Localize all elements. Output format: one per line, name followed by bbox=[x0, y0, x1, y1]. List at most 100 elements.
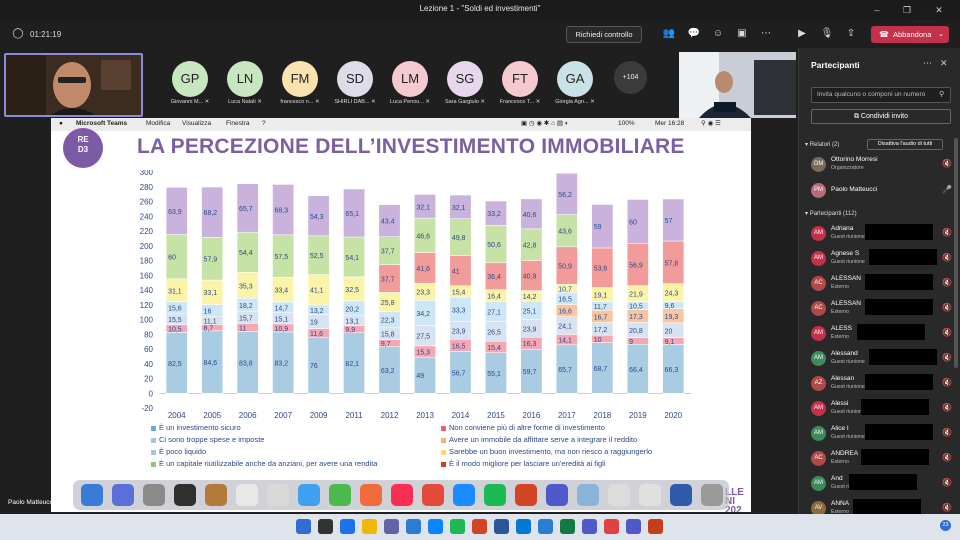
store-icon[interactable] bbox=[428, 519, 443, 534]
taskview-icon[interactable] bbox=[340, 519, 355, 534]
request-control-button[interactable]: Richiedi controllo bbox=[566, 26, 642, 43]
participant-row[interactable]: AM Alessi Guest riunione 🔇 bbox=[811, 398, 956, 420]
participant-row[interactable]: AM Adriana Guest riunione 🔇 bbox=[811, 223, 956, 245]
photos-icon[interactable] bbox=[360, 484, 382, 506]
mic-off-icon[interactable]: 🔇 bbox=[942, 378, 952, 387]
teams-icon[interactable] bbox=[582, 519, 597, 534]
presenter-row[interactable]: OM Ottorino Morresi Organizzatore 🔇 bbox=[811, 154, 956, 176]
explorer-icon[interactable] bbox=[362, 519, 377, 534]
notes-icon[interactable] bbox=[174, 484, 196, 506]
mic-off-icon[interactable]: 🔇 bbox=[942, 159, 952, 168]
outlook-icon[interactable] bbox=[516, 519, 531, 534]
presenter-row[interactable]: PM Paolo Matteucci 🎤 bbox=[811, 180, 956, 202]
close-window-icon[interactable]: ✕ bbox=[935, 5, 943, 15]
finder-icon[interactable] bbox=[81, 484, 103, 506]
search-icon[interactable] bbox=[318, 519, 333, 534]
share-tray-icon[interactable]: ⇪ bbox=[846, 28, 856, 39]
panel-more-icon[interactable]: ⋯ bbox=[923, 58, 932, 68]
participant-avatar[interactable]: LM bbox=[392, 61, 428, 97]
participant-row[interactable]: AM Alice I Guest riunione 🔇 bbox=[811, 423, 956, 445]
mic-off-icon[interactable]: 🔇 bbox=[942, 278, 952, 287]
minimize-icon[interactable]: – bbox=[874, 5, 880, 15]
reactions-icon[interactable]: ☺ bbox=[712, 28, 724, 39]
excel-icon[interactable] bbox=[560, 519, 575, 534]
mail-icon[interactable] bbox=[538, 519, 553, 534]
mic-off-icon[interactable]: 🔇 bbox=[942, 303, 952, 312]
share-invite-button[interactable]: ⧉ Condividi invito bbox=[811, 109, 951, 124]
participant-avatar[interactable]: SD bbox=[337, 61, 373, 97]
siri-icon[interactable] bbox=[112, 484, 134, 506]
mic-off-icon[interactable]: 🔇 bbox=[942, 253, 952, 262]
mic-off-icon[interactable]: 🔇 bbox=[942, 228, 952, 237]
folder-icon[interactable] bbox=[577, 484, 599, 506]
participant-avatar[interactable]: SG bbox=[447, 61, 483, 97]
start-icon[interactable] bbox=[296, 519, 311, 534]
messages-icon[interactable] bbox=[298, 484, 320, 506]
appstore-icon[interactable] bbox=[453, 484, 475, 506]
invite-input[interactable]: Invita qualcuno o componi un numero bbox=[811, 87, 951, 103]
contacts-icon[interactable] bbox=[205, 484, 227, 506]
mic-off-icon[interactable]: 🔇 bbox=[942, 478, 952, 487]
chrome-icon[interactable] bbox=[422, 484, 444, 506]
more-participants-count[interactable]: +104 bbox=[614, 61, 647, 94]
chevron-down-icon[interactable]: ⌄ bbox=[938, 31, 944, 38]
presenter-video-tile[interactable] bbox=[679, 52, 796, 118]
chat-icon[interactable]: 💬 bbox=[687, 28, 701, 39]
notification-badge[interactable]: 23 bbox=[940, 520, 951, 531]
mic-off-icon[interactable]: 🎙 bbox=[820, 28, 834, 39]
document-icon[interactable] bbox=[608, 484, 630, 506]
edge-icon[interactable] bbox=[406, 519, 421, 534]
participant-avatar[interactable]: GP bbox=[172, 61, 208, 97]
mac-menu-finestra[interactable]: Finestra bbox=[226, 120, 250, 127]
mac-menu-help[interactable]: ? bbox=[262, 120, 266, 127]
participant-row[interactable]: AC ALESSAN Esterno 🔇 bbox=[811, 273, 956, 295]
mac-menu-visualizza[interactable]: Visualizza bbox=[182, 120, 212, 127]
search-icon[interactable]: ⚲ bbox=[939, 91, 945, 98]
mic-off-icon[interactable]: 🔇 bbox=[942, 428, 952, 437]
teams-icon[interactable] bbox=[546, 484, 568, 506]
facetime-icon[interactable] bbox=[329, 484, 351, 506]
shared-screen[interactable]: ● Microsoft Teams Modifica Visualizza Fi… bbox=[51, 118, 751, 512]
more-options-icon[interactable]: ⋯ bbox=[761, 28, 771, 39]
spotify-icon[interactable] bbox=[484, 484, 506, 506]
mic-off-icon[interactable]: 🔇 bbox=[942, 453, 952, 462]
spotify-icon[interactable] bbox=[450, 519, 465, 534]
participant-avatar[interactable]: FT bbox=[502, 61, 538, 97]
spotlight-icon[interactable]: ⚲ ◉ ☰ bbox=[701, 120, 721, 127]
mic-off-icon[interactable]: 🔇 bbox=[942, 403, 952, 412]
participant-row[interactable]: AM ALESS Esterno 🔇 bbox=[811, 323, 956, 345]
self-video-tile[interactable] bbox=[4, 53, 143, 117]
teams-chat-icon[interactable] bbox=[384, 519, 399, 534]
launchpad-icon[interactable] bbox=[143, 484, 165, 506]
screenshot-icon[interactable] bbox=[639, 484, 661, 506]
powerpoint-icon[interactable] bbox=[515, 484, 537, 506]
word-icon[interactable] bbox=[494, 519, 509, 534]
rooms-icon[interactable]: ▣ bbox=[737, 28, 747, 39]
panel-scrollbar[interactable] bbox=[954, 138, 958, 368]
participants-header[interactable]: ▾ Partecipanti (112) bbox=[805, 211, 857, 217]
keynote-icon[interactable] bbox=[670, 484, 692, 506]
mic-off-icon[interactable]: 🔇 bbox=[942, 503, 952, 512]
people-icon[interactable]: 👥 bbox=[662, 28, 676, 39]
mic-on-icon[interactable]: 🎤 bbox=[942, 185, 952, 194]
participant-row[interactable]: AZ Alessan Guest riunione 🔇 bbox=[811, 373, 956, 395]
camera-icon[interactable]: ▶ bbox=[798, 28, 806, 39]
mic-off-icon[interactable]: 🔇 bbox=[942, 328, 952, 337]
participant-avatar[interactable]: GA bbox=[557, 61, 593, 97]
music-icon[interactable] bbox=[391, 484, 413, 506]
powerpoint-icon[interactable] bbox=[648, 519, 663, 534]
teams-meeting-icon[interactable] bbox=[626, 519, 641, 534]
preview-icon[interactable] bbox=[267, 484, 289, 506]
calendar-icon[interactable] bbox=[236, 484, 258, 506]
trash-icon[interactable] bbox=[701, 484, 723, 506]
participant-avatar[interactable]: LN bbox=[227, 61, 263, 97]
taskbar-clock[interactable]: 16:28 19/01/2022 bbox=[908, 5, 936, 21]
chrome-icon[interactable] bbox=[472, 519, 487, 534]
presenters-header[interactable]: ▾ Relatori (2) bbox=[805, 142, 840, 148]
leave-button[interactable]: ☎ Abbandona ⌄ bbox=[871, 26, 949, 43]
participant-row[interactable]: AM And Guest riunione 🔇 bbox=[811, 473, 956, 495]
panel-close-icon[interactable]: ✕ bbox=[940, 58, 948, 68]
participant-row[interactable]: AV ANNA Esterno 🔇 bbox=[811, 498, 956, 520]
participant-row[interactable]: AC ALESSAN Esterno 🔇 bbox=[811, 298, 956, 320]
mac-menu-modifica[interactable]: Modifica bbox=[146, 120, 171, 127]
